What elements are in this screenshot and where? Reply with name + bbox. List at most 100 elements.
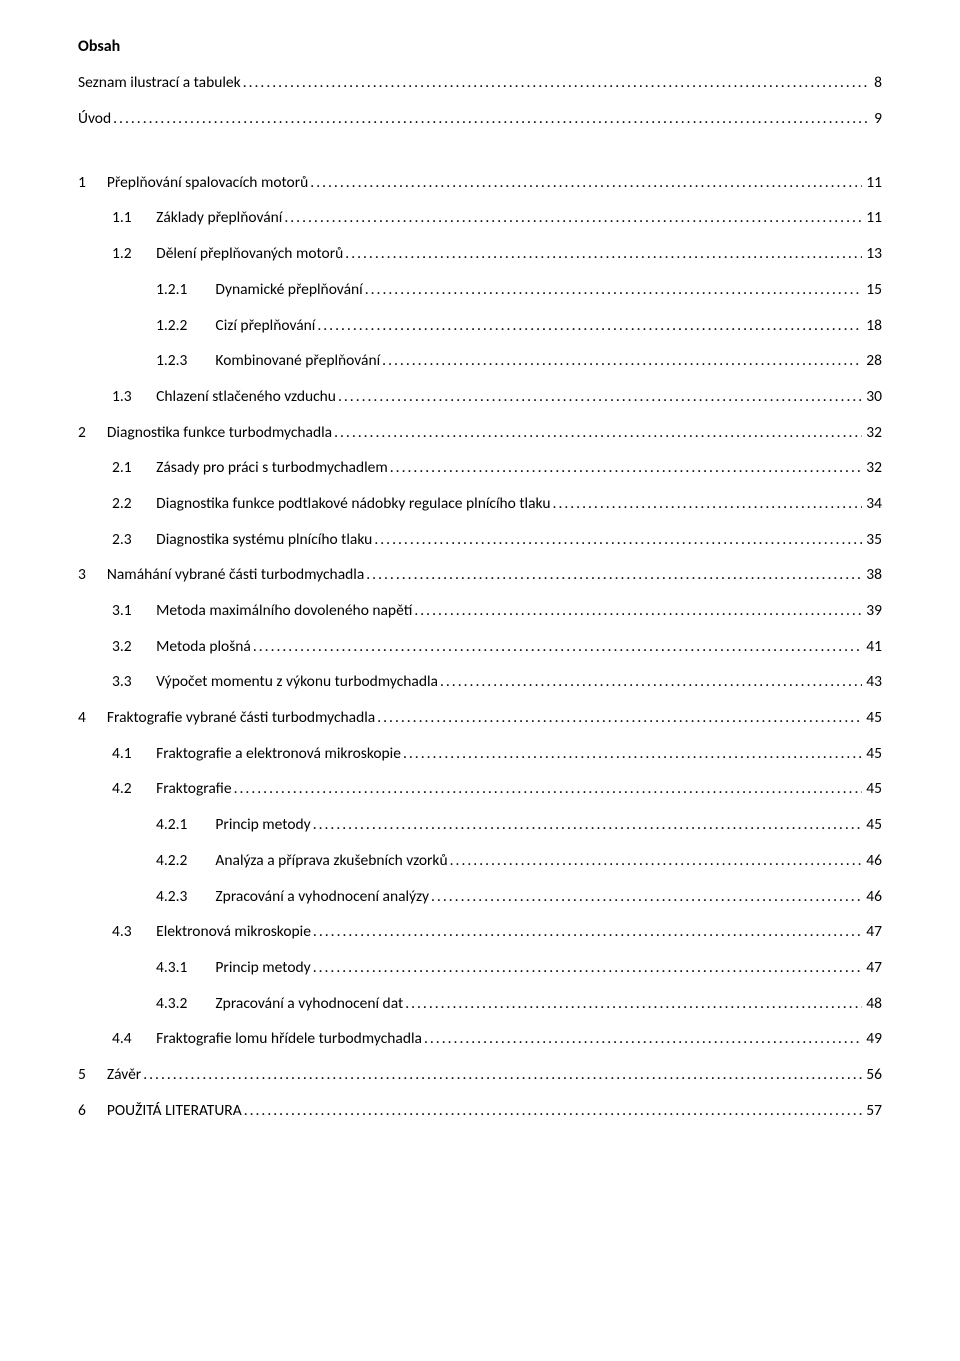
toc-entry: Úvod 9: [78, 108, 882, 130]
toc-entry-page: 43: [864, 671, 882, 693]
toc-leader-dots: [334, 422, 862, 444]
toc-leader-dots: [390, 457, 863, 479]
toc-entry-page: 30: [864, 386, 882, 408]
toc-entry: 3.1 Metoda maximálního dovoleného napětí…: [78, 600, 882, 622]
toc-leader-dots: [234, 778, 863, 800]
toc-entry: 4.2.3 Zpracování a vyhodnocení analýzy 46: [78, 886, 882, 908]
toc-entry-label: 4.3.2 Zpracování a vyhodnocení dat: [156, 993, 403, 1015]
toc-entry-page: 18: [864, 315, 882, 337]
toc-entry: 2.3 Diagnostika systému plnícího tlaku 35: [78, 529, 882, 551]
toc-entry-label: Úvod: [78, 108, 111, 130]
toc-leader-dots: [405, 993, 862, 1015]
toc-entry: 1.2.2 Cizí přeplňování 18: [78, 315, 882, 337]
toc-leader-dots: [431, 886, 862, 908]
toc-leader-dots: [345, 243, 862, 265]
toc-leader-dots: [113, 108, 870, 130]
toc-entry-label: 2.1 Zásady pro práci s turbodmychadlem: [112, 457, 388, 479]
toc-entry: 3.3 Výpočet momentu z výkonu turbodmycha…: [78, 671, 882, 693]
toc-entry-page: 45: [864, 778, 882, 800]
toc-entry-label: 3 Namáhání vybrané části turbodmychadla: [78, 564, 364, 586]
toc-entry-page: 49: [864, 1028, 882, 1050]
toc-entry: 2.1 Zásady pro práci s turbodmychadlem 32: [78, 457, 882, 479]
toc-entry-page: 32: [864, 457, 882, 479]
toc-entry-page: 11: [864, 207, 882, 229]
toc-entry-page: 39: [864, 600, 882, 622]
toc-entry-page: 46: [864, 886, 882, 908]
toc-entry-label: 1.2 Dělení přeplňovaných motorů: [112, 243, 343, 265]
toc-leader-dots: [450, 850, 863, 872]
toc-entry-page: 35: [864, 529, 882, 551]
toc-entry: 3.2 Metoda plošná41: [78, 636, 882, 658]
toc-entry-label: 2.2 Diagnostika funkce podtlakové nádobk…: [112, 493, 551, 515]
toc-entry: 4.4 Fraktografie lomu hřídele turbodmych…: [78, 1028, 882, 1050]
toc-leader-dots: [366, 564, 862, 586]
toc-entry: 2 Diagnostika funkce turbodmychadla 32: [78, 422, 882, 444]
toc-entry-page: 45: [864, 707, 882, 729]
toc-leader-dots: [253, 636, 862, 658]
toc-entry-label: 4.2.1 Princip metody: [156, 814, 311, 836]
toc-entry: 1 Přeplňování spalovacích motorů11: [78, 172, 882, 194]
toc-leader-dots: [338, 386, 862, 408]
toc-entry-page: 8: [872, 72, 882, 94]
toc-entry: 6 POUŽITÁ LITERATURA 57: [78, 1100, 882, 1122]
toc-entry: 1.2.1 Dynamické přeplňování 15: [78, 279, 882, 301]
toc-title: Obsah: [78, 36, 882, 58]
toc-leader-dots: [382, 350, 862, 372]
toc-leader-dots: [243, 72, 870, 94]
toc-entry-label: 4.2.2 Analýza a příprava zkušebních vzor…: [156, 850, 448, 872]
toc-leader-dots: [374, 529, 862, 551]
toc-entry: 3 Namáhání vybrané části turbodmychadla3…: [78, 564, 882, 586]
toc-entry-page: 9: [872, 108, 882, 130]
toc-leader-dots: [313, 957, 863, 979]
toc-entry-label: 1.1 Základy přeplňování: [112, 207, 282, 229]
toc-container: Seznam ilustrací a tabulek 8 Úvod 9 1 Přeplň…: [78, 72, 882, 1121]
toc-entry: 4.2.1 Princip metody 45: [78, 814, 882, 836]
toc-entry-label: 1.3 Chlazení stlačeného vzduchu: [112, 386, 336, 408]
toc-entry-label: 4.3 Elektronová mikroskopie: [112, 921, 311, 943]
toc-entry: 4.3.1 Princip metody47: [78, 957, 882, 979]
toc-leader-dots: [284, 207, 862, 229]
toc-entry-page: 15: [864, 279, 882, 301]
toc-entry: 4.2.2 Analýza a příprava zkušebních vzor…: [78, 850, 882, 872]
toc-leader-dots: [143, 1064, 862, 1086]
toc-entry-page: 45: [864, 814, 882, 836]
toc-entry-label: 4.2.3 Zpracování a vyhodnocení analýzy: [156, 886, 429, 908]
toc-entry-label: 1 Přeplňování spalovacích motorů: [78, 172, 308, 194]
toc-entry: 4.3 Elektronová mikroskopie 47: [78, 921, 882, 943]
toc-entry-label: 1.2.3 Kombinované přeplňování: [156, 350, 380, 372]
toc-entry-label: 2.3 Diagnostika systému plnícího tlaku: [112, 529, 372, 551]
toc-entry-label: 4 Fraktografie vybrané části turbodmycha…: [78, 707, 375, 729]
toc-entry-page: 45: [864, 743, 882, 765]
toc-entry: Seznam ilustrací a tabulek 8: [78, 72, 882, 94]
toc-leader-dots: [244, 1100, 863, 1122]
toc-leader-dots: [553, 493, 863, 515]
toc-leader-dots: [317, 315, 862, 337]
toc-entry-label: Seznam ilustrací a tabulek: [78, 72, 241, 94]
toc-entry: 1.2 Dělení přeplňovaných motorů 13: [78, 243, 882, 265]
toc-leader-dots: [403, 743, 862, 765]
toc-entry-page: 46: [864, 850, 882, 872]
toc-entry-label: 2 Diagnostika funkce turbodmychadla: [78, 422, 332, 444]
toc-entry: 2.2 Diagnostika funkce podtlakové nádobk…: [78, 493, 882, 515]
toc-entry: 4 Fraktografie vybrané části turbodmycha…: [78, 707, 882, 729]
toc-entry-label: 3.3 Výpočet momentu z výkonu turbodmycha…: [112, 671, 438, 693]
toc-entry-label: 4.3.1 Princip metody: [156, 957, 311, 979]
toc-entry-page: 32: [864, 422, 882, 444]
toc-entry-page: 13: [864, 243, 882, 265]
toc-entry-label: 3.1 Metoda maximálního dovoleného napětí: [112, 600, 412, 622]
toc-entry-label: 4.2 Fraktografie: [112, 778, 232, 800]
toc-entry: 1.3 Chlazení stlačeného vzduchu 30: [78, 386, 882, 408]
toc-leader-dots: [424, 1028, 862, 1050]
toc-entry-label: 3.2 Metoda plošná: [112, 636, 251, 658]
toc-leader-dots: [313, 921, 862, 943]
toc-entry-page: 57: [864, 1100, 882, 1122]
toc-entry-label: 6 POUŽITÁ LITERATURA: [78, 1100, 242, 1122]
toc-entry-page: 56: [864, 1064, 882, 1086]
toc-entry-label: 1.2.1 Dynamické přeplňování: [156, 279, 363, 301]
page: Obsah Seznam ilustrací a tabulek 8 Úvod 9 1 …: [0, 0, 960, 1361]
toc-entry-label: 4.4 Fraktografie lomu hřídele turbodmych…: [112, 1028, 422, 1050]
toc-leader-dots: [365, 279, 863, 301]
toc-leader-dots: [313, 814, 863, 836]
toc-entry-label: 1.2.2 Cizí přeplňování: [156, 315, 315, 337]
toc-entry-page: 47: [864, 921, 882, 943]
